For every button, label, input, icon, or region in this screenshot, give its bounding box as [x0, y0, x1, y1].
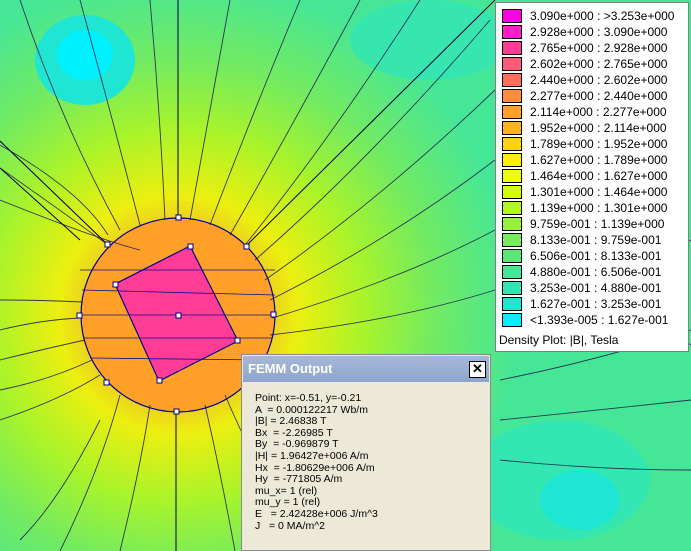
output-line: A = 0.000122217 Wb/m [255, 403, 368, 416]
legend-swatch [502, 281, 522, 295]
legend-label: 1.464e+000 : 1.627e+000 [530, 169, 668, 183]
legend-swatch [502, 297, 522, 311]
output-line: mu_y = 1 (rel) [255, 496, 321, 509]
legend-swatch [502, 185, 522, 199]
legend-label: 3.253e-001 : 4.880e-001 [530, 281, 662, 295]
output-line: Point: x=-0.51, y=-0.21 [255, 392, 362, 404]
legend-swatch [502, 153, 522, 167]
legend-swatch [502, 217, 522, 231]
legend-swatch [502, 41, 522, 55]
legend-label: 1.301e+000 : 1.464e+000 [530, 185, 668, 199]
output-line: |H| = 1.96427e+006 A/m [255, 449, 369, 462]
legend-swatch [502, 249, 522, 263]
legend-label: 4.880e-001 : 6.506e-001 [530, 265, 662, 279]
close-button[interactable]: ✕ [469, 361, 486, 378]
legend-label: 9.759e-001 : 1.139e+000 [530, 217, 665, 231]
legend-swatch [502, 169, 522, 183]
legend-label: 2.277e+000 : 2.440e+000 [530, 89, 668, 103]
legend-label: 2.440e+000 : 2.602e+000 [530, 73, 668, 87]
legend-swatch [502, 313, 522, 327]
legend-label: 1.952e+000 : 2.114e+000 [530, 121, 667, 135]
legend-swatch [502, 137, 522, 151]
legend-swatch [502, 201, 522, 215]
legend-label: 1.139e+000 : 1.301e+000 [530, 201, 668, 215]
legend-label: 1.627e+000 : 1.789e+000 [530, 153, 668, 167]
legend-label: 2.602e+000 : 2.765e+000 [530, 57, 668, 71]
legend-panel: 3.090e+000 : >3.253e+000 2.928e+000 : 3.0… [495, 2, 689, 352]
output-window-title: FEMM Output [248, 361, 333, 376]
legend-swatch [502, 105, 522, 119]
legend-swatch [502, 265, 522, 279]
output-line: Hy = -771805 A/m [255, 473, 343, 486]
femm-output-window[interactable]: FEMM Output ✕ Point: x=-0.51, y=-0.21 A =… [241, 354, 491, 551]
output-window-titlebar[interactable]: FEMM Output ✕ [243, 356, 489, 382]
legend-title: Density Plot: |B|, Tesla [499, 333, 619, 347]
legend-label: 2.114e+000 : 2.277e+000 [530, 105, 667, 119]
legend-label: 2.928e+000 : 3.090e+000 [530, 25, 668, 39]
legend-swatch [502, 233, 522, 247]
legend-label: 2.765e+000 : 2.928e+000 [530, 41, 668, 55]
output-line: |B| = 2.46838 T [255, 415, 327, 428]
legend-swatch [502, 73, 522, 87]
legend-swatch [502, 121, 522, 135]
output-line: J = 0 MA/m^2 [255, 519, 325, 532]
legend-label: 6.506e-001 : 8.133e-001 [530, 249, 662, 263]
output-line: mu_x= 1 (rel) [255, 484, 318, 497]
output-line: Hx = -1.80629e+006 A/m [255, 461, 375, 474]
legend-label: 1.789e+000 : 1.952e+000 [530, 137, 668, 151]
output-text: Point: x=-0.51, y=-0.21 A = 0.000122217 W… [255, 392, 378, 532]
output-line: E = 2.42428e+006 J/m^3 [255, 507, 378, 520]
output-line: Bx = -2.26985 T [255, 426, 333, 439]
legend-label: 3.090e+000 : >3.253e+000 [530, 9, 675, 23]
output-line: By = -0.969879 T [255, 438, 339, 451]
legend-label: 8.133e-001 : 9.759e-001 [530, 233, 662, 247]
legend-swatch [502, 57, 522, 71]
legend-swatch [502, 89, 522, 103]
legend-swatch [502, 9, 522, 23]
legend-label: <1.393e-005 : 1.627e-001 [530, 313, 669, 327]
legend-label: 1.627e-001 : 3.253e-001 [530, 297, 662, 311]
legend-swatch [502, 25, 522, 39]
